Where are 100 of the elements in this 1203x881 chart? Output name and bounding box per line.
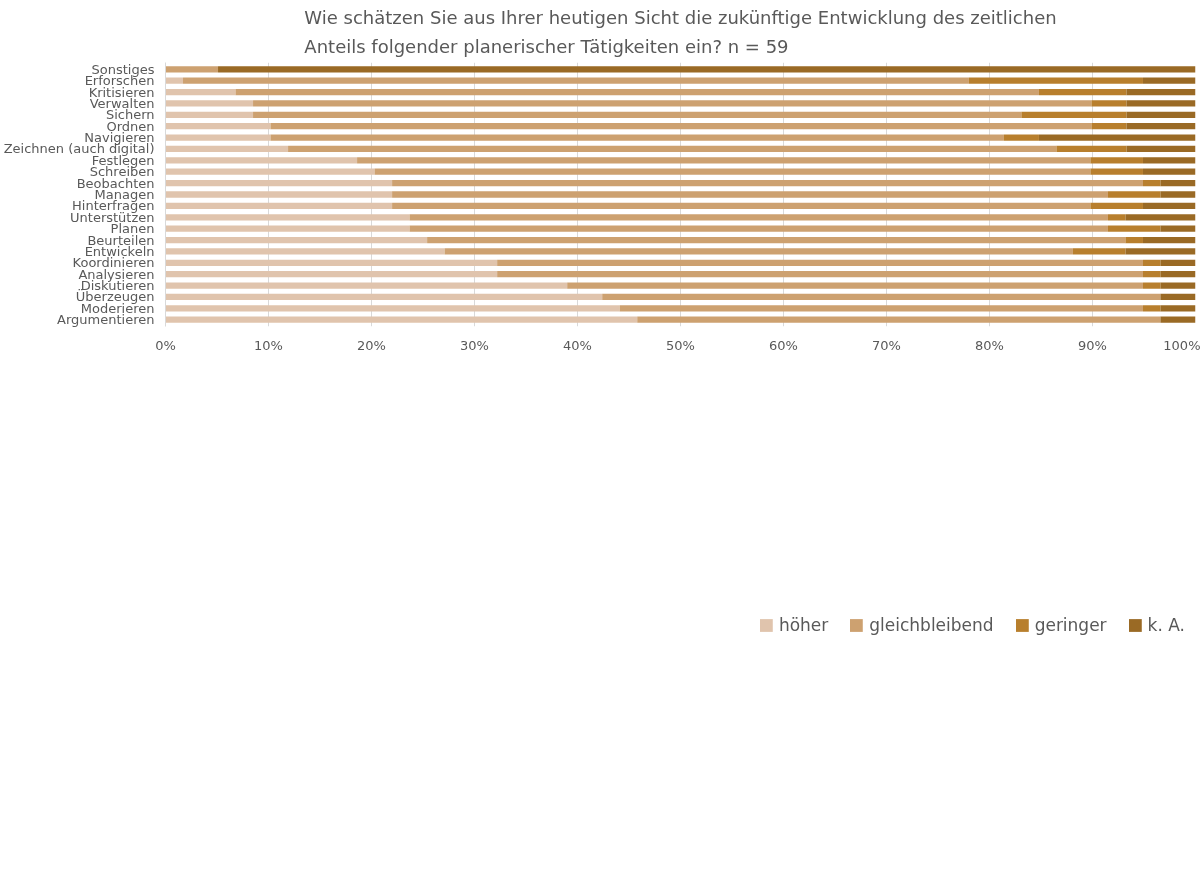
- bar: [1125, 248, 1196, 255]
- bar: [1142, 236, 1196, 244]
- x-tick-label: 90%: [1078, 337, 1107, 353]
- bar: [165, 214, 410, 221]
- bar: [392, 191, 1108, 198]
- bar: [497, 259, 1143, 266]
- bar: [409, 214, 1108, 221]
- chart-title: Wie schätzen Sie aus Ihrer heutigen Sicht die zukünftige Entwicklung des zeitlichen Anteils folgender planerischer Tätigkeiten ein? n = 59: [304, 7, 1057, 58]
- bar: [165, 282, 568, 289]
- bar: [270, 123, 1092, 130]
- bar: [218, 66, 1196, 73]
- bar: [1142, 168, 1196, 175]
- x-tick-label: 50%: [666, 337, 695, 353]
- bar: [235, 88, 1039, 96]
- bar: [183, 77, 969, 84]
- x-tick-label: 40%: [563, 337, 592, 353]
- bar: [357, 157, 1091, 164]
- bar: [288, 145, 1057, 153]
- bar: [567, 282, 1143, 289]
- bar: [1090, 168, 1143, 175]
- bar: [165, 168, 375, 175]
- bar: [1142, 157, 1196, 164]
- legend-label: höher: [778, 615, 829, 635]
- legend-label: geringer: [1034, 615, 1107, 635]
- bar: [1160, 225, 1196, 232]
- bar: [1160, 271, 1196, 278]
- y-tick-label: Sonstiges: [91, 61, 155, 77]
- bar: [1142, 202, 1196, 210]
- bar: [1142, 271, 1161, 278]
- bar: [392, 202, 1091, 210]
- bar: [1125, 236, 1143, 244]
- bar: [165, 202, 393, 210]
- bar: [1160, 259, 1196, 266]
- bar: [1021, 111, 1127, 118]
- bar: [270, 134, 1004, 141]
- bar: [1091, 123, 1127, 130]
- legend-label: gleichbleibend: [869, 615, 994, 635]
- bar: [1126, 123, 1196, 130]
- bar: [1142, 282, 1161, 289]
- bar: [253, 111, 1022, 118]
- bar: [1160, 191, 1196, 198]
- bar: [637, 316, 1161, 323]
- bar: [165, 157, 358, 164]
- bar: [1056, 145, 1127, 153]
- bar: [374, 168, 1091, 175]
- bar: [253, 100, 1092, 107]
- bar: [1038, 134, 1196, 141]
- bar: [165, 66, 219, 73]
- bar: [165, 305, 620, 312]
- bar: [1126, 100, 1196, 107]
- bar: [602, 293, 1161, 301]
- bar: [1126, 111, 1196, 118]
- bar: [1142, 179, 1161, 187]
- bar: [165, 191, 393, 198]
- bar: [1107, 191, 1161, 198]
- bar: [1090, 157, 1143, 164]
- bar: [165, 123, 271, 130]
- bar: [165, 259, 498, 266]
- x-tick-label: 10%: [254, 337, 283, 353]
- bar: [165, 225, 410, 232]
- bar: [1091, 100, 1127, 107]
- bar: [1072, 248, 1126, 255]
- bar: [165, 100, 254, 107]
- bar: [409, 225, 1108, 232]
- bar: [968, 77, 1143, 84]
- bar: [1160, 305, 1196, 312]
- bar: [427, 236, 1126, 244]
- x-tick-label: 20%: [357, 337, 386, 353]
- bar: [1038, 88, 1127, 96]
- bar: [444, 248, 1073, 255]
- bar: [1090, 202, 1143, 210]
- bar: [1160, 316, 1196, 323]
- bar: [1125, 214, 1196, 221]
- bar: [1003, 134, 1039, 141]
- bar: [1142, 259, 1161, 266]
- x-tick-label: 80%: [975, 337, 1004, 353]
- y-tick-label: Navigieren: [84, 130, 155, 146]
- x-tick-label: 70%: [872, 337, 901, 353]
- bar: [1126, 88, 1196, 96]
- bar: [1126, 145, 1196, 153]
- bar: [619, 305, 1143, 312]
- bar: [165, 293, 603, 301]
- legend-label: k. A.: [1147, 615, 1185, 635]
- bar: [165, 248, 445, 255]
- bar: [1142, 305, 1161, 312]
- bar: [165, 179, 393, 187]
- bar: [1142, 77, 1196, 84]
- bar: [165, 88, 236, 96]
- bar: [1107, 225, 1161, 232]
- bar: [1160, 179, 1196, 187]
- bar: [165, 134, 271, 141]
- bar: [165, 316, 638, 323]
- bar: [165, 111, 254, 118]
- bar: [1160, 282, 1196, 289]
- bar: [165, 271, 498, 278]
- bar: [497, 271, 1143, 278]
- bar: [392, 179, 1143, 187]
- x-tick-label: 30%: [460, 337, 489, 353]
- x-tick-label: 0%: [155, 337, 176, 353]
- x-tick-label: 100%: [1163, 337, 1201, 353]
